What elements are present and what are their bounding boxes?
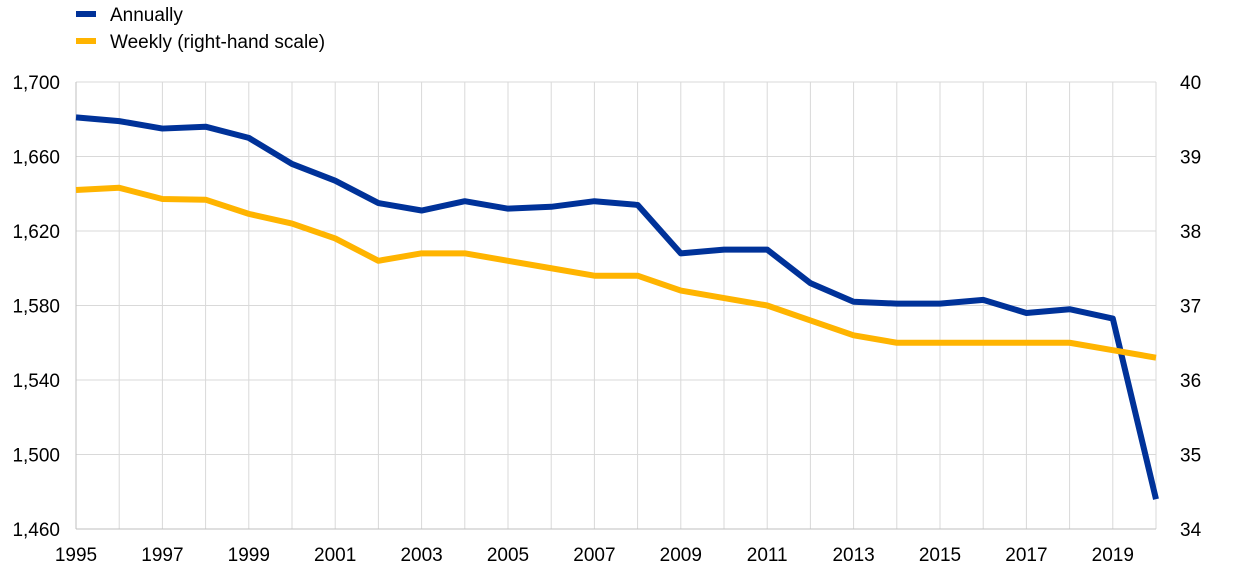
axes bbox=[75, 82, 1156, 530]
legend-item-annually: Annually bbox=[76, 5, 183, 26]
legend-label-annually: Annually bbox=[110, 5, 183, 26]
x-tick-label: 1997 bbox=[141, 545, 183, 566]
x-tick-label: 2013 bbox=[832, 545, 874, 566]
right-y-tick-label: 38 bbox=[1180, 222, 1201, 243]
x-tick-label: 2005 bbox=[487, 545, 529, 566]
x-tick-label: 2017 bbox=[1005, 545, 1047, 566]
right-y-axis-ticks: 34 35 36 37 38 39 40 bbox=[1180, 73, 1202, 541]
x-axis-ticks: 1995 1997 1999 2001 2003 2005 2007 2009 2011 2013… bbox=[55, 545, 1134, 566]
right-y-tick-label: 37 bbox=[1180, 297, 1201, 318]
x-tick-label: 1999 bbox=[228, 545, 270, 566]
right-y-tick-label: 36 bbox=[1180, 371, 1201, 392]
right-y-tick-label: 39 bbox=[1180, 148, 1201, 169]
left-y-tick-label: 1,460 bbox=[12, 520, 60, 541]
left-y-tick-label: 1,660 bbox=[12, 148, 60, 169]
x-tick-label: 2015 bbox=[919, 545, 961, 566]
x-tick-label: 2009 bbox=[660, 545, 702, 566]
legend-item-weekly: Weekly (right-hand scale) bbox=[76, 32, 325, 53]
left-y-tick-label: 1,620 bbox=[12, 222, 60, 243]
series-lines bbox=[75, 114, 1159, 500]
series-line-annually bbox=[75, 114, 1159, 500]
legend-swatch-annually bbox=[76, 11, 96, 17]
legend-swatch-weekly bbox=[76, 38, 96, 44]
x-tick-label: 2001 bbox=[314, 545, 356, 566]
right-y-tick-label: 34 bbox=[1180, 520, 1202, 541]
legend: Annually Weekly (right-hand scale) bbox=[76, 5, 325, 53]
x-tick-label: 2011 bbox=[747, 545, 788, 566]
series-line-weekly bbox=[75, 184, 1157, 361]
legend-label-weekly: Weekly (right-hand scale) bbox=[110, 32, 325, 53]
right-y-tick-label: 40 bbox=[1180, 73, 1201, 94]
left-y-tick-label: 1,700 bbox=[12, 73, 60, 94]
x-tick-label: 2003 bbox=[400, 545, 442, 566]
x-tick-label: 2019 bbox=[1092, 545, 1134, 566]
left-y-tick-label: 1,580 bbox=[12, 297, 60, 318]
x-tick-label: 1995 bbox=[55, 545, 97, 566]
left-y-tick-label: 1,500 bbox=[12, 446, 60, 467]
left-y-axis-ticks: 1,460 1,500 1,540 1,580 1,620 1,660 1,700 bbox=[12, 73, 60, 541]
left-y-tick-label: 1,540 bbox=[12, 371, 60, 392]
x-tick-label: 2007 bbox=[573, 545, 615, 566]
right-y-tick-label: 35 bbox=[1180, 446, 1201, 467]
